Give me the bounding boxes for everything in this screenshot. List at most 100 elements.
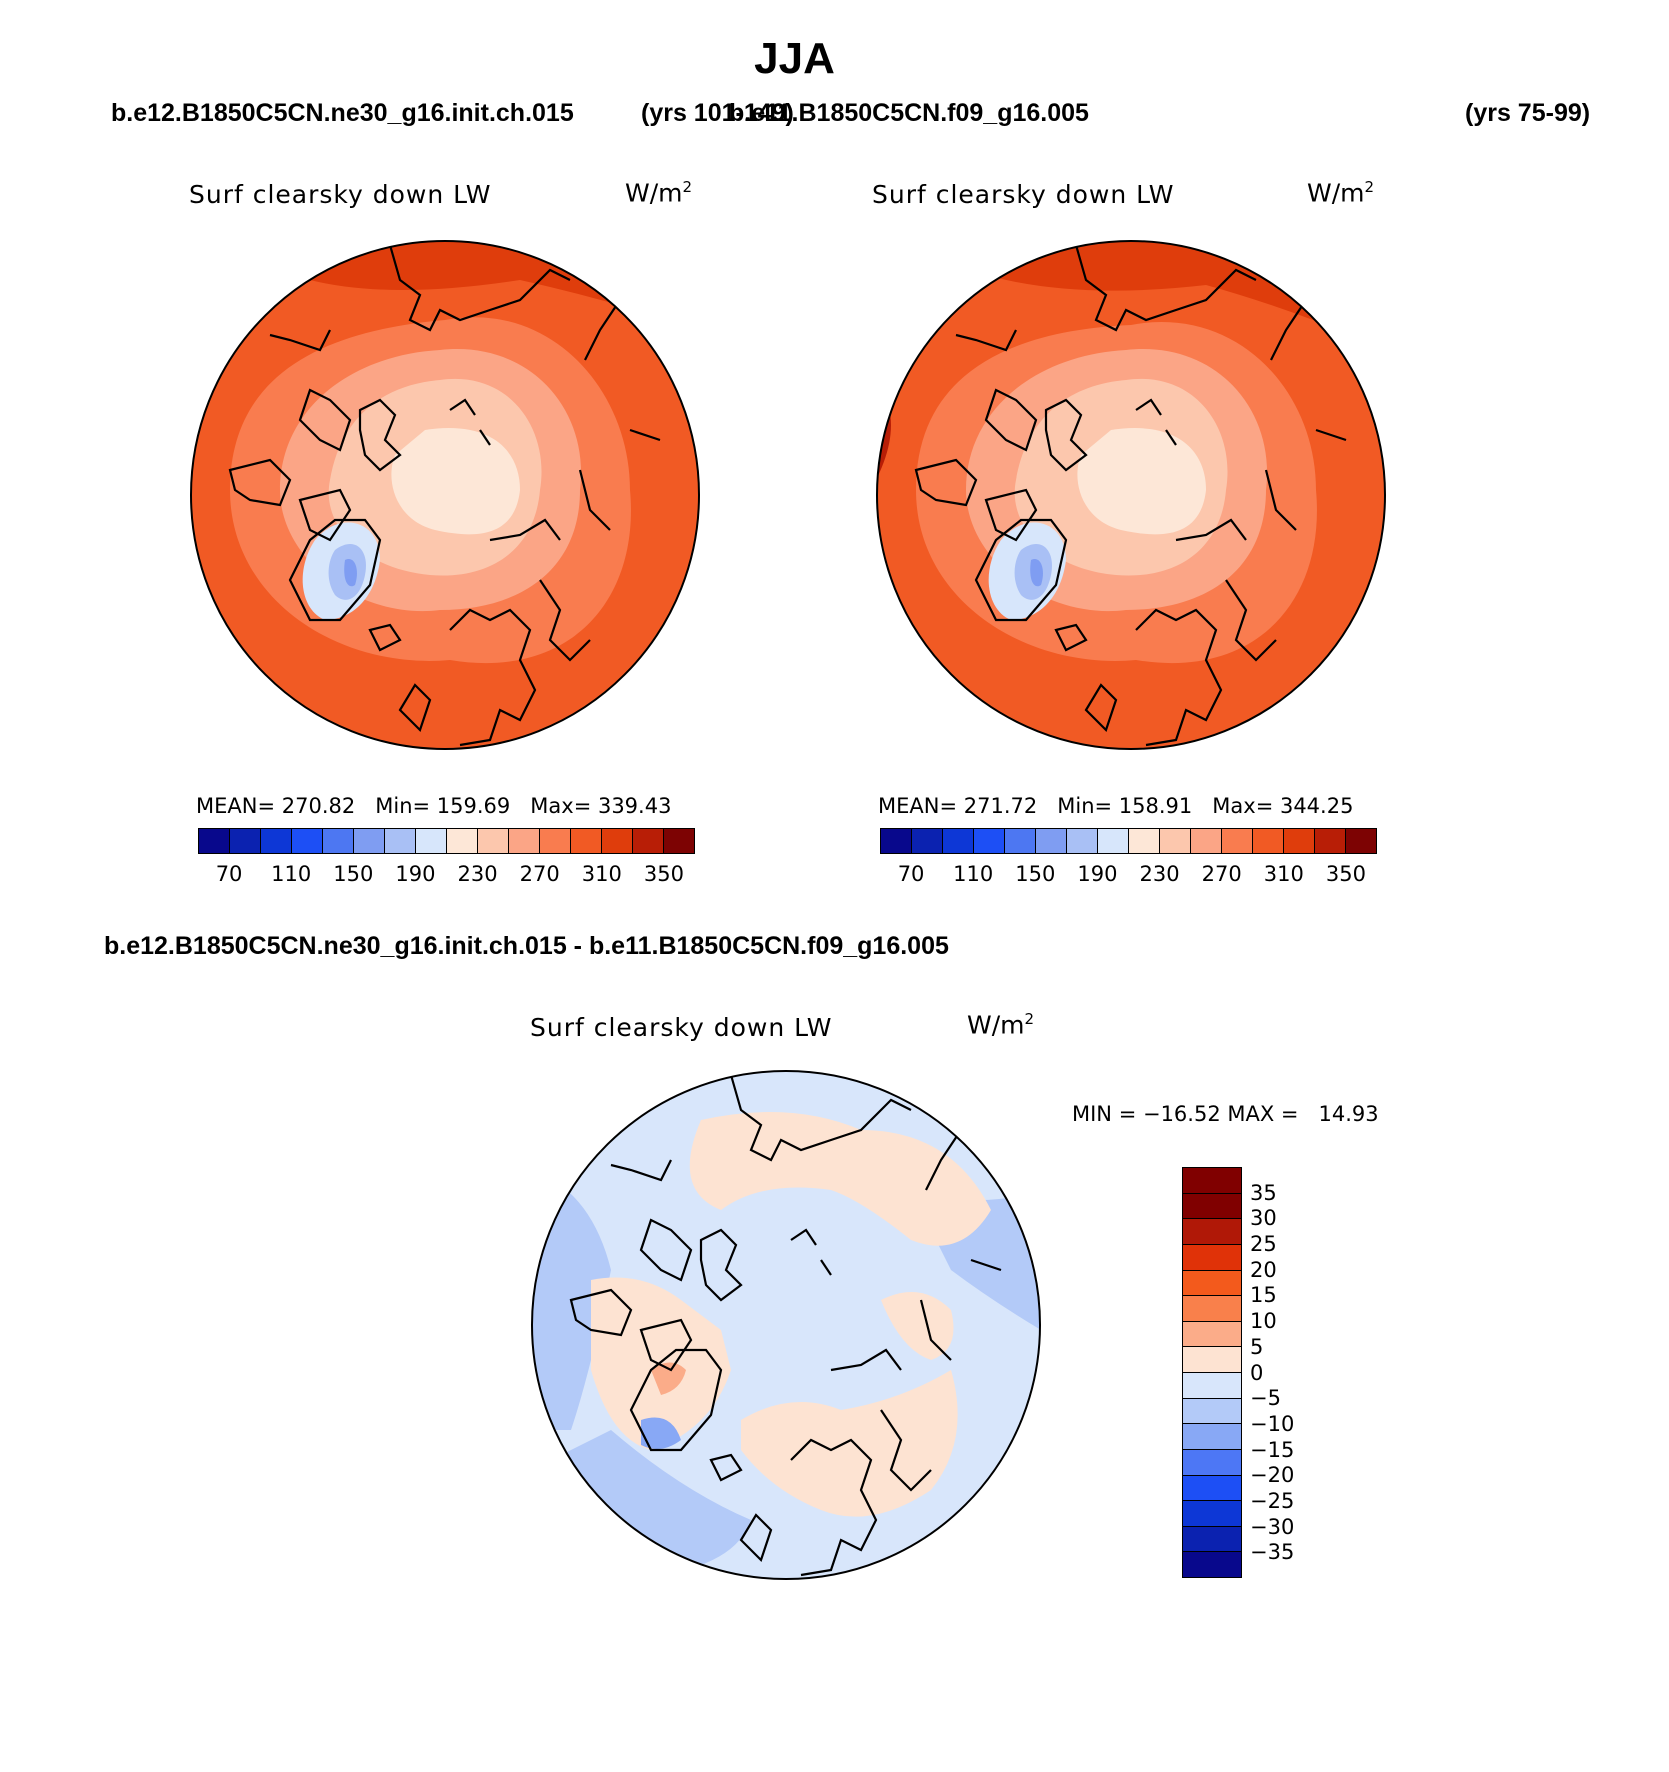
colorbar-tick-label: 350	[1325, 862, 1366, 886]
diff-colorbar-tick-label: 20	[1250, 1257, 1277, 1282]
figure-title: JJA	[754, 34, 835, 83]
colorbar-tick-label: 70	[897, 862, 925, 886]
panel2-stats: MEAN= 271.72 Min= 158.91 Max= 344.25	[878, 794, 1354, 818]
panel2-map	[876, 240, 1386, 750]
field-pos5-10	[651, 1362, 686, 1395]
colorbar-tick-label: 270	[1201, 862, 1242, 886]
diff-colorbar-swatch-4	[1183, 1270, 1241, 1297]
colorbar-tick-label: 270	[519, 862, 560, 886]
diff-colorbar-swatch-9	[1183, 1398, 1241, 1425]
colorbar-swatch-13	[1284, 829, 1315, 853]
colorbar-tick-label: 70	[215, 862, 243, 886]
panel1-stats: MEAN= 270.82 Min= 159.69 Max= 339.43	[196, 794, 672, 818]
diff-colorbar	[1182, 1167, 1242, 1578]
diff-colorbar-tick-label: 25	[1250, 1232, 1277, 1257]
diff-colorbar-tick-label: 10	[1250, 1309, 1277, 1334]
diff-colorbar-tick-label: −20	[1250, 1463, 1295, 1488]
diff-colorbar-tick-label: −35	[1250, 1540, 1295, 1565]
coastlines	[569, 1074, 1002, 1577]
colorbar-swatch-7	[416, 829, 447, 853]
case1-name: b.e12.B1850C5CN.ne30_g16.init.ch.015	[111, 99, 574, 127]
diff-colorbar-swatch-14	[1183, 1526, 1241, 1553]
panel1-map	[190, 240, 700, 750]
field-neg10-15	[641, 1417, 681, 1449]
colorbar-swatch-0	[881, 829, 912, 853]
colorbar-swatch-6	[385, 829, 416, 853]
diff-colorbar-swatch-0	[1183, 1168, 1241, 1194]
colorbar-swatch-9	[1160, 829, 1191, 853]
colorbar-swatch-5	[354, 829, 385, 853]
diff-colorbar-tick-label: 0	[1250, 1360, 1264, 1385]
diff-colorbar-swatch-8	[1183, 1373, 1241, 1399]
colorbar-swatch-3	[292, 829, 323, 853]
diff-colorbar-swatch-13	[1183, 1501, 1241, 1527]
diff-colorbar-ticks: 35 30 25 20 15 10 5 0 −5 −10 −15 −20 −25 −30 −35	[1250, 1167, 1330, 1578]
colorbar-swatch-14	[633, 829, 664, 853]
colorbar-tick-label: 230	[1139, 862, 1180, 886]
colorbar-tick-label: 190	[395, 862, 436, 886]
panel2-colorbar	[880, 828, 1377, 854]
colorbar-swatch-0	[199, 829, 230, 853]
field-pos0-5-north	[689, 1112, 991, 1246]
colorbar-swatch-15	[1346, 829, 1376, 853]
colorbar-swatch-10	[1191, 829, 1222, 853]
diff-colorbar-tick-label: 15	[1250, 1283, 1277, 1308]
coastlines	[914, 244, 1347, 747]
diff-title: b.e12.B1850C5CN.ne30_g16.init.ch.015 - b…	[104, 932, 949, 960]
colorbar-swatch-1	[912, 829, 943, 853]
diff-colorbar-swatch-11	[1183, 1449, 1241, 1476]
colorbar-tick-label: 190	[1077, 862, 1118, 886]
colorbar-tick-label: 150	[333, 862, 374, 886]
diff-colorbar-swatch-3	[1183, 1244, 1241, 1271]
panel1-colorbar	[198, 828, 695, 854]
map-border	[190, 240, 700, 750]
colorbar-swatch-13	[602, 829, 633, 853]
colorbar-tick-label: 310	[581, 862, 622, 886]
colorbar-swatch-4	[1005, 829, 1036, 853]
colorbar-swatch-6	[1067, 829, 1098, 853]
colorbar-swatch-8	[1129, 829, 1160, 853]
diff-colorbar-swatch-12	[1183, 1475, 1241, 1502]
panel2-units: W/m2	[1307, 178, 1375, 208]
colorbar-swatch-11	[540, 829, 571, 853]
colorbar-tick-label: 110	[271, 862, 312, 886]
map-border	[531, 1070, 1041, 1580]
greenland-170	[344, 559, 357, 587]
diff-colorbar-swatch-2	[1183, 1219, 1241, 1245]
colorbar-swatch-12	[571, 829, 602, 853]
colorbar-tick-label: 310	[1263, 862, 1304, 886]
diff-colorbar-tick-label: −30	[1250, 1514, 1295, 1539]
colorbar-swatch-7	[1098, 829, 1129, 853]
colorbar-swatch-15	[664, 829, 694, 853]
colorbar-swatch-2	[261, 829, 292, 853]
diff-colorbar-tick-label: −5	[1250, 1386, 1281, 1411]
colorbar-swatch-3	[974, 829, 1005, 853]
panel3-variable: Surf clearsky down LW	[530, 1013, 833, 1042]
colorbar-tick-label: 110	[953, 862, 994, 886]
diff-colorbar-swatch-10	[1183, 1424, 1241, 1450]
colorbar-swatch-14	[1315, 829, 1346, 853]
diff-colorbar-swatch-1	[1183, 1193, 1241, 1220]
panel3-units: W/m2	[967, 1010, 1035, 1040]
diff-colorbar-swatch-6	[1183, 1321, 1241, 1348]
map-border	[876, 240, 1386, 750]
diff-colorbar-swatch-5	[1183, 1296, 1241, 1322]
colorbar-swatch-2	[943, 829, 974, 853]
diff-colorbar-tick-label: 5	[1250, 1334, 1264, 1359]
diff-colorbar-swatch-15	[1183, 1552, 1241, 1577]
colorbar-swatch-11	[1222, 829, 1253, 853]
colorbar-tick-label: 230	[457, 862, 498, 886]
colorbar-tick-label: 350	[643, 862, 684, 886]
greenland-170	[1030, 559, 1043, 587]
case1-years: (yrs 101-149)	[641, 99, 794, 127]
panel3-map	[531, 1070, 1041, 1580]
diff-colorbar-tick-label: 30	[1250, 1206, 1277, 1231]
colorbar-tick-label: 150	[1015, 862, 1056, 886]
colorbar-swatch-10	[509, 829, 540, 853]
coastlines	[228, 244, 661, 747]
panel3-stats: MIN = −16.52 MAX = 14.93	[1072, 1102, 1379, 1126]
colorbar-swatch-12	[1253, 829, 1284, 853]
panel1-variable: Surf clearsky down LW	[189, 180, 492, 209]
colorbar-swatch-4	[323, 829, 354, 853]
diff-colorbar-tick-label: −25	[1250, 1488, 1295, 1513]
